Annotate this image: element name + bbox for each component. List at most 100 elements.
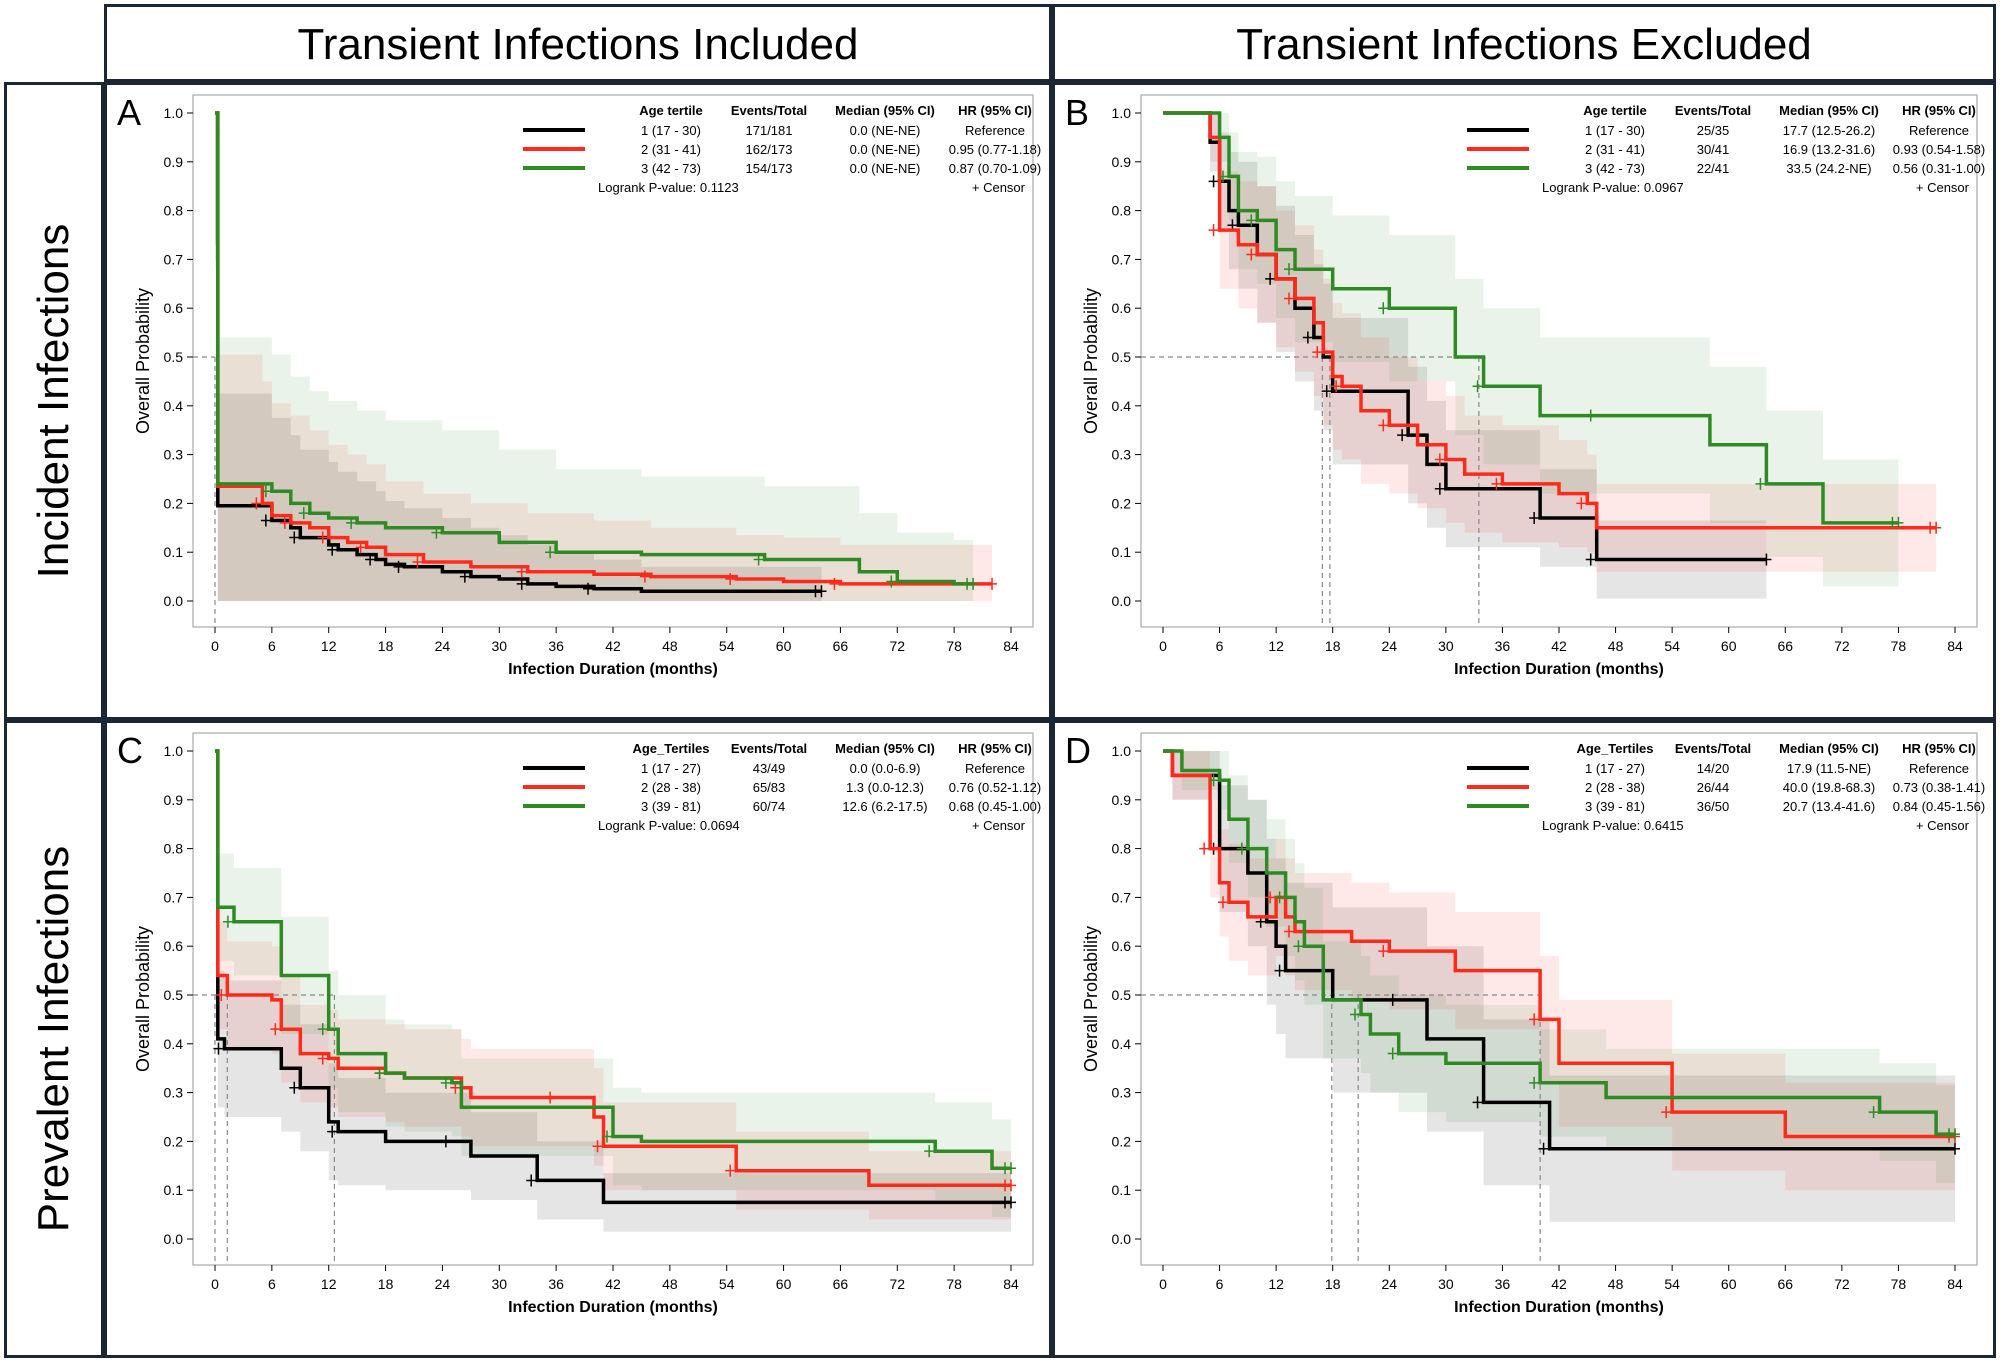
x-tick-label: 42 [605, 1276, 621, 1292]
y-axis-label: Overall Probability [1081, 926, 1101, 1072]
y-tick-label: 0.5 [1112, 349, 1132, 365]
censor-legend: + Censor [1916, 818, 1970, 833]
y-tick-label: 1.0 [1112, 743, 1132, 759]
legend-cell: 0.73 (0.38-1.41) [1893, 780, 1986, 795]
legend-cell: 2 (31 - 41) [1585, 142, 1645, 157]
panel-c-chart: C 0.0 0.1 0.2 0.3 0.4 0.5 0.6 0.7 0.8 0.9 1.0 0 6 12 18… [117, 730, 1041, 1316]
x-tick-label: 84 [1947, 1276, 1963, 1292]
censor-mark [1529, 512, 1540, 525]
y-tick-label: 0.2 [1112, 1133, 1132, 1149]
censor-mark [1472, 1096, 1483, 1109]
survival-line-tertile-2 [215, 111, 992, 586]
x-tick-label: 60 [1721, 1276, 1737, 1292]
x-tick-label: 0 [1159, 638, 1167, 654]
x-tick-label: 0 [211, 638, 219, 654]
y-tick-label: 0.7 [164, 889, 184, 905]
censor-mark [1868, 1106, 1879, 1119]
censor-mark [1585, 553, 1596, 566]
x-tick-label: 24 [435, 1276, 451, 1292]
censor-mark [526, 1174, 537, 1187]
ci-band-tertile-3 [215, 751, 1011, 1217]
censor-mark [1284, 263, 1294, 276]
legend-cell: Reference [965, 761, 1025, 776]
legend-cell: 0.95 (0.77-1.18) [949, 142, 1042, 157]
survival-line-tertile-3 [215, 749, 1011, 1170]
y-tick-label: 0.6 [1112, 300, 1132, 316]
censor-mark [924, 1145, 935, 1158]
x-tick-label: 48 [662, 638, 678, 654]
censor-mark [1312, 346, 1323, 359]
legend-header: HR (95% CI) [1902, 741, 1976, 756]
censor-mark [270, 1023, 281, 1036]
censor-mark [1208, 224, 1219, 237]
censor-mark [545, 1091, 556, 1104]
ci-band-tertile-3 [215, 113, 974, 601]
legend-cell: 1.3 (0.0-12.3) [846, 780, 924, 795]
censor-mark [753, 553, 764, 566]
censor-mark [1199, 842, 1210, 855]
panel-letter: B [1065, 92, 1089, 133]
y-tick-label: 0.3 [164, 1085, 184, 1101]
censor-mark [1378, 302, 1389, 315]
censor-mark [545, 546, 556, 559]
legend-cell: 25/35 [1697, 123, 1730, 138]
legend-cell: 16.9 (13.2-31.6) [1783, 142, 1876, 157]
censor-mark [251, 497, 262, 510]
legend-cell: 36/50 [1697, 799, 1730, 814]
y-tick-label: 0.7 [1112, 251, 1132, 267]
x-tick-label: 30 [491, 638, 507, 654]
y-tick-label: 0.1 [1112, 1182, 1132, 1198]
ci-band-tertile-2 [1163, 751, 1955, 1191]
y-axis-label: Overall Probability [133, 288, 153, 434]
x-tick-label: 54 [1664, 638, 1680, 654]
censor-mark [1950, 1142, 1960, 1155]
censor-mark [886, 575, 897, 588]
legend-cell: 33.5 (24.2-NE) [1786, 161, 1871, 176]
y-tick-label: 0.0 [164, 593, 184, 609]
x-tick-label: 42 [1551, 638, 1567, 654]
censor-mark [1472, 380, 1483, 393]
ci-band-tertile-1 [215, 751, 1011, 1232]
censor-mark [968, 577, 979, 590]
x-tick-label: 36 [548, 638, 564, 654]
x-tick-label: 18 [1325, 1276, 1341, 1292]
y-tick-label: 0.9 [164, 154, 184, 170]
logrank-p-value: Logrank P-value: 0.0967 [1542, 180, 1684, 195]
survival-line-tertile-1 [215, 749, 1011, 1205]
y-tick-label: 0.4 [1112, 1036, 1132, 1052]
censor-mark [1208, 774, 1219, 787]
censor-mark [1387, 993, 1398, 1006]
y-tick-label: 0.0 [1112, 593, 1132, 609]
legend-cell: 26/44 [1697, 780, 1730, 795]
censor-mark [1302, 331, 1313, 344]
x-tick-label: 36 [1495, 638, 1511, 654]
column-header-left-frame [104, 4, 1052, 82]
x-tick-label: 30 [1438, 1276, 1454, 1292]
y-tick-label: 0.8 [164, 841, 184, 857]
censor-mark [1218, 170, 1228, 183]
x-tick-label: 84 [1003, 1276, 1019, 1292]
y-tick-label: 0.4 [164, 398, 184, 414]
censor-mark [1246, 214, 1257, 227]
legend-cell: Reference [1909, 761, 1969, 776]
censor-mark [216, 989, 227, 1001]
survival-line-tertile-3 [215, 111, 974, 586]
legend-cell: 17.7 (12.5-26.2) [1783, 123, 1876, 138]
ci-band-tertile-2 [215, 113, 992, 601]
y-tick-label: 0.5 [164, 987, 184, 1003]
censor-mark [1274, 964, 1285, 977]
panel-letter: A [117, 92, 141, 133]
censor-mark [1293, 940, 1304, 953]
x-tick-label: 24 [435, 638, 451, 654]
legend-header: Age tertile [639, 103, 703, 118]
x-axis-label: Infection Duration (months) [1454, 1299, 1664, 1316]
legend-cell: 0.0 (NE-NE) [850, 142, 921, 157]
ci-band-tertile-1 [1163, 751, 1955, 1222]
legend-cell: 20.7 (13.4-41.6) [1783, 799, 1876, 814]
censor-mark [317, 1023, 328, 1036]
censor-mark [1378, 945, 1389, 958]
x-axis-label: Infection Duration (months) [508, 661, 718, 678]
ci-band-tertile-1 [1163, 113, 1767, 599]
x-tick-label: 78 [946, 638, 962, 654]
censor-mark [1006, 1179, 1016, 1192]
